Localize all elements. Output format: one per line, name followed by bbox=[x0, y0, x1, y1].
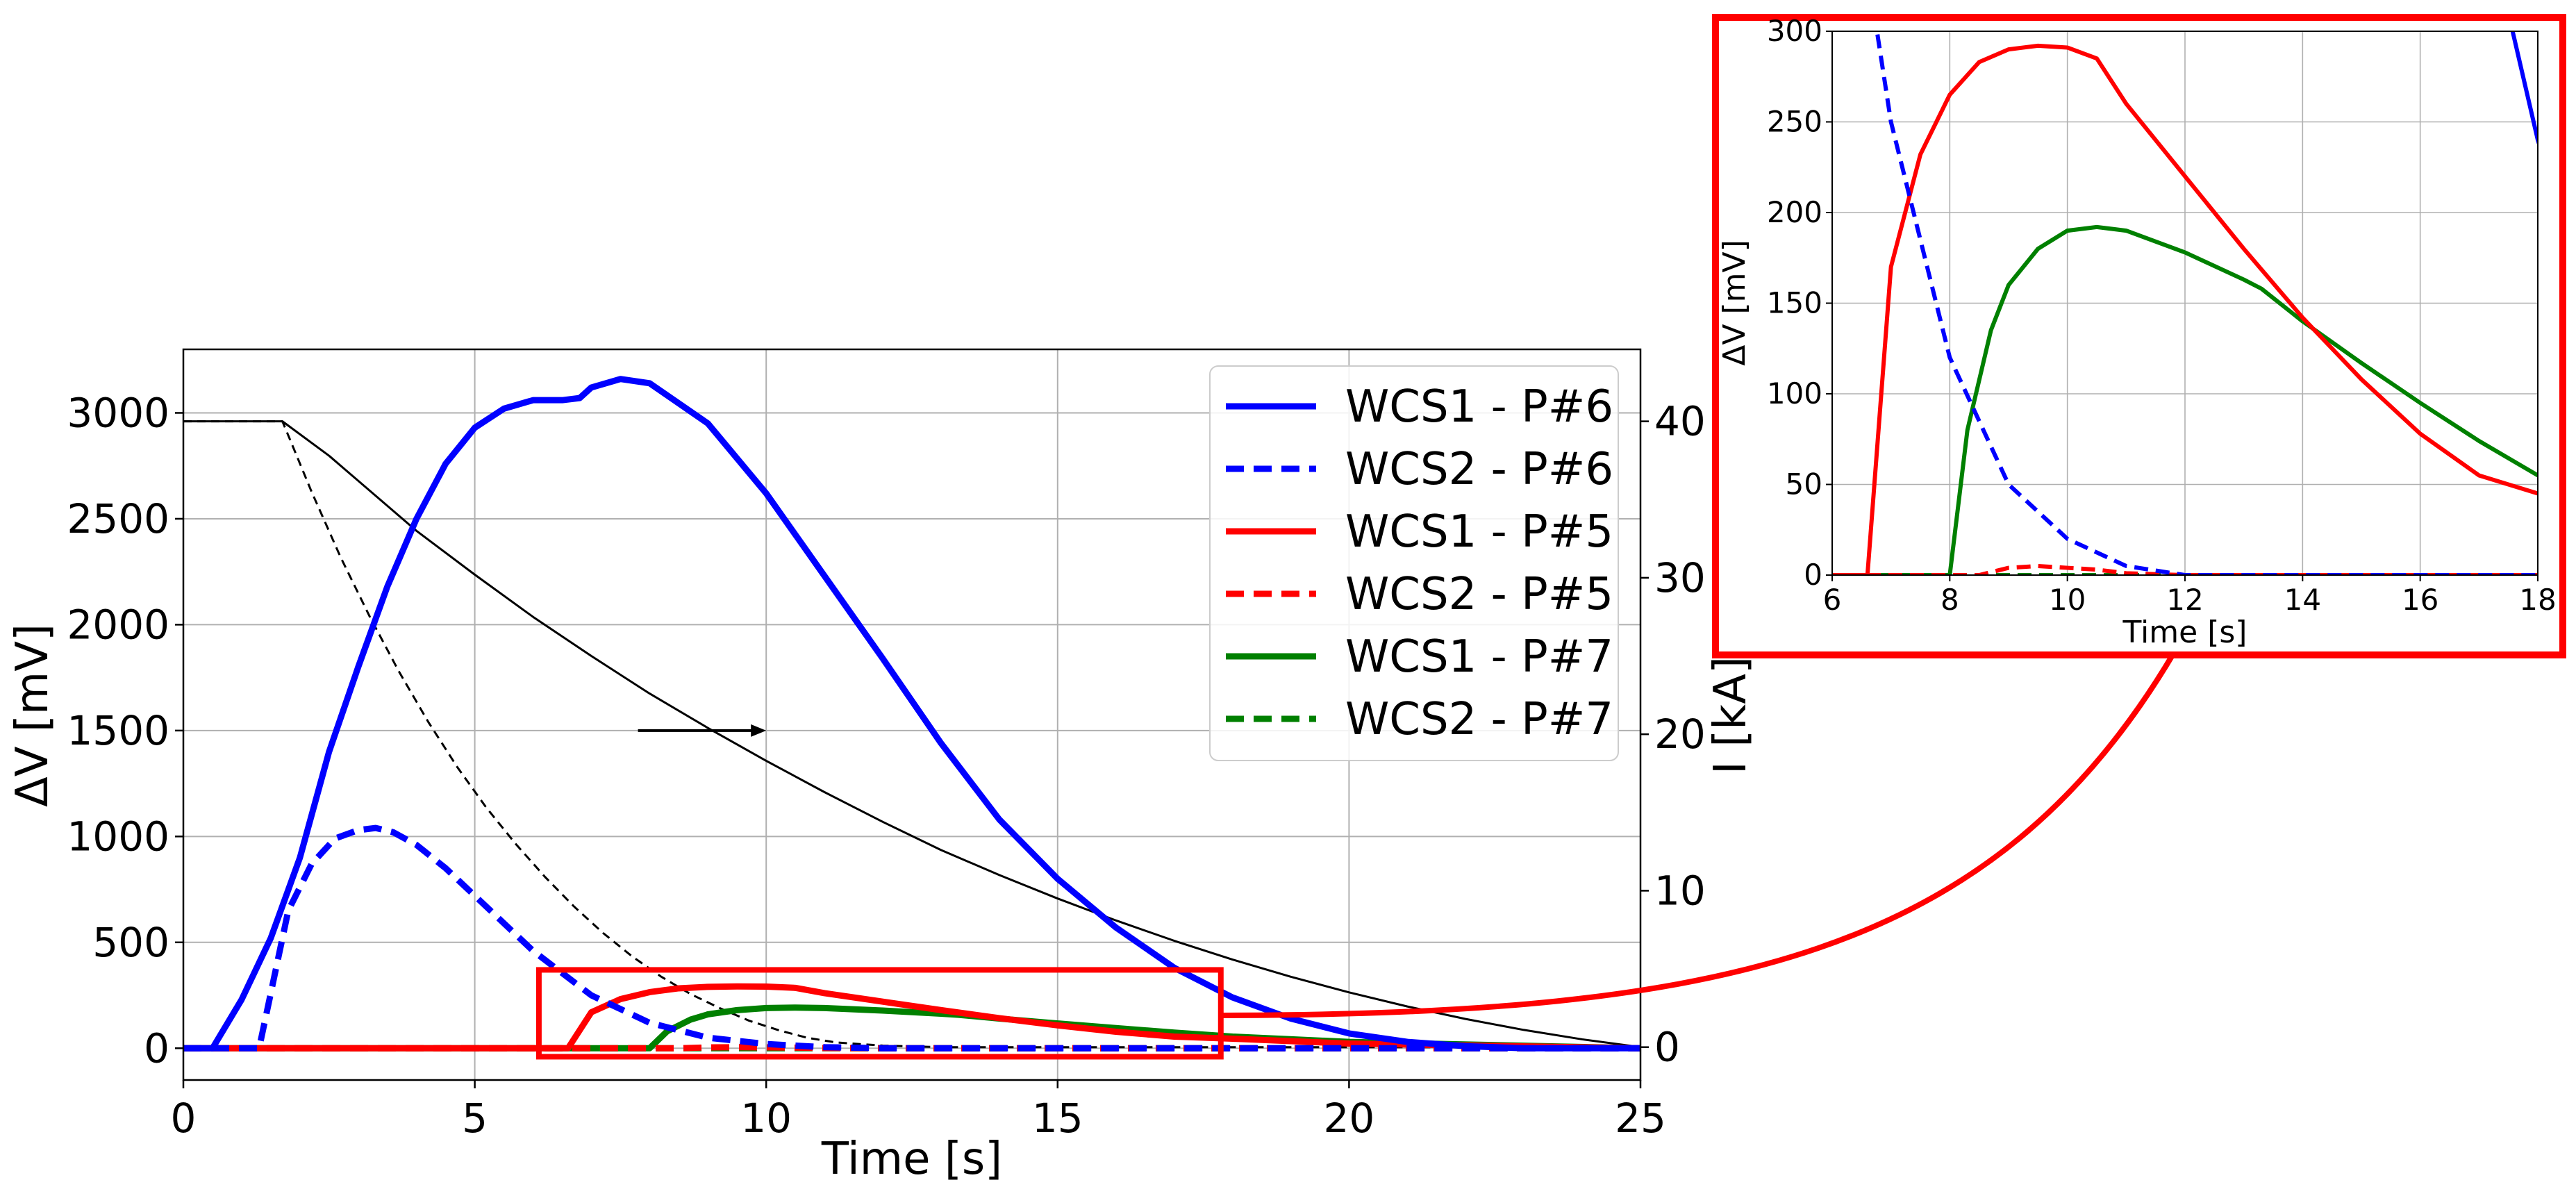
inset-y-tick-label: 100 bbox=[1767, 376, 1822, 410]
main-plot-area bbox=[183, 376, 1640, 1052]
main-x-tick-label: 10 bbox=[740, 1095, 792, 1142]
main-y-axis-label: ΔV [mV] bbox=[7, 624, 58, 807]
main-x-tick-label: 5 bbox=[462, 1095, 488, 1142]
main-y-tick-label: 3000 bbox=[67, 389, 169, 436]
main-y-tick-label: 2000 bbox=[67, 601, 169, 648]
series-line-wcs2-p-6 bbox=[183, 824, 1640, 1052]
main-y2-tick-label: 0 bbox=[1654, 1024, 1680, 1071]
main-y-tick-label: 1000 bbox=[67, 813, 169, 860]
legend-label-wcs1-p-5: WCS1 - P#5 bbox=[1345, 506, 1613, 558]
inset-x-tick-label: 14 bbox=[2284, 583, 2321, 617]
inset-x-tick-label: 8 bbox=[1941, 583, 1959, 617]
main-y2-tick-label: 20 bbox=[1654, 711, 1706, 758]
inset-x-axis-label: Time [s] bbox=[2122, 615, 2247, 650]
legend-label-wcs1-p-6: WCS1 - P#6 bbox=[1345, 381, 1613, 433]
main-y2-axis-label: I [kA] bbox=[1705, 656, 1756, 774]
main-x-tick-label: 15 bbox=[1032, 1095, 1083, 1142]
main-y-ticks: 0 500 1000 1500 2000 2500 3000 bbox=[67, 389, 183, 1072]
inset-x-tick-label: 18 bbox=[2519, 583, 2556, 617]
main-x-ticks: 0 5 10 15 20 25 bbox=[171, 1080, 1666, 1142]
inset-plot-area bbox=[1832, 31, 2538, 575]
legend-label-wcs2-p-7: WCS2 - P#7 bbox=[1345, 694, 1613, 745]
inset-y-tick-label: 0 bbox=[1804, 558, 1822, 592]
inset-x-tick-label: 12 bbox=[2166, 583, 2203, 617]
main-y-tick-label: 500 bbox=[92, 919, 169, 966]
main-y2-ticks: 0 10 20 30 40 bbox=[1640, 398, 1706, 1071]
inset-series-line-wcs1-p-7 bbox=[1832, 224, 2538, 575]
inset-y-tick-label: 250 bbox=[1767, 105, 1822, 139]
legend-label-wcs1-p-7: WCS1 - P#7 bbox=[1345, 631, 1613, 683]
series-line-wcs1-p-7 bbox=[183, 1004, 1640, 1052]
main-x-tick-label: 20 bbox=[1323, 1095, 1374, 1142]
current-axis-arrow-head bbox=[751, 724, 767, 737]
legend-box bbox=[1209, 365, 1619, 761]
inset-x-tick-label: 10 bbox=[2049, 583, 2086, 617]
inset-y-tick-label: 50 bbox=[1786, 467, 1822, 501]
zoom-region-box bbox=[535, 967, 1224, 1060]
main-y-tick-label: 2500 bbox=[67, 495, 169, 542]
inset-series-line-wcs1-p-5 bbox=[1832, 43, 2538, 575]
main-y2-tick-label: 30 bbox=[1654, 554, 1706, 601]
main-x-axis-label: Time [s] bbox=[821, 1133, 1002, 1185]
current-line-dashed bbox=[183, 420, 1640, 1049]
main-x-tick-label: 25 bbox=[1615, 1095, 1666, 1142]
current-line-solid bbox=[183, 420, 1640, 1049]
inset-x-tick-label: 16 bbox=[2402, 583, 2438, 617]
main-y2-tick-label: 40 bbox=[1654, 398, 1706, 445]
legend: WCS1 - P#6 WCS2 - P#6 WCS1 - P#5 WCS2 - P#5… bbox=[1209, 365, 1619, 761]
inset-x-tick-label: 6 bbox=[1823, 583, 1842, 617]
main-y2-tick-label: 10 bbox=[1654, 867, 1706, 914]
inset-y-axis-label: ΔV [mV] bbox=[1717, 240, 1752, 365]
main-y-tick-label: 0 bbox=[144, 1024, 169, 1072]
zoom-connector-curve bbox=[1222, 651, 2177, 1018]
series-line-wcs1-p-5 bbox=[183, 983, 1640, 1052]
inset-y-tick-label: 200 bbox=[1767, 195, 1822, 229]
inset-x-ticks: 6 8 10 12 14 16 18 bbox=[1823, 575, 2557, 617]
main-y-tick-label: 1500 bbox=[67, 707, 169, 754]
series-line-wcs1-p-6 bbox=[183, 376, 1640, 1052]
legend-label-wcs2-p-6: WCS2 - P#6 bbox=[1345, 444, 1613, 495]
inset-frame bbox=[1712, 14, 2566, 658]
legend-label-wcs2-p-5: WCS2 - P#5 bbox=[1345, 569, 1613, 620]
inset-series-line-wcs2-p-5 bbox=[1832, 563, 2538, 575]
inset-y-tick-label: 150 bbox=[1767, 286, 1822, 320]
main-x-tick-label: 0 bbox=[171, 1095, 197, 1142]
main-axes-frame bbox=[182, 348, 1642, 1081]
inset-y-ticks: 0 50 100 150 200 250 300 bbox=[1767, 14, 1832, 592]
inset-y-tick-label: 300 bbox=[1767, 14, 1822, 48]
